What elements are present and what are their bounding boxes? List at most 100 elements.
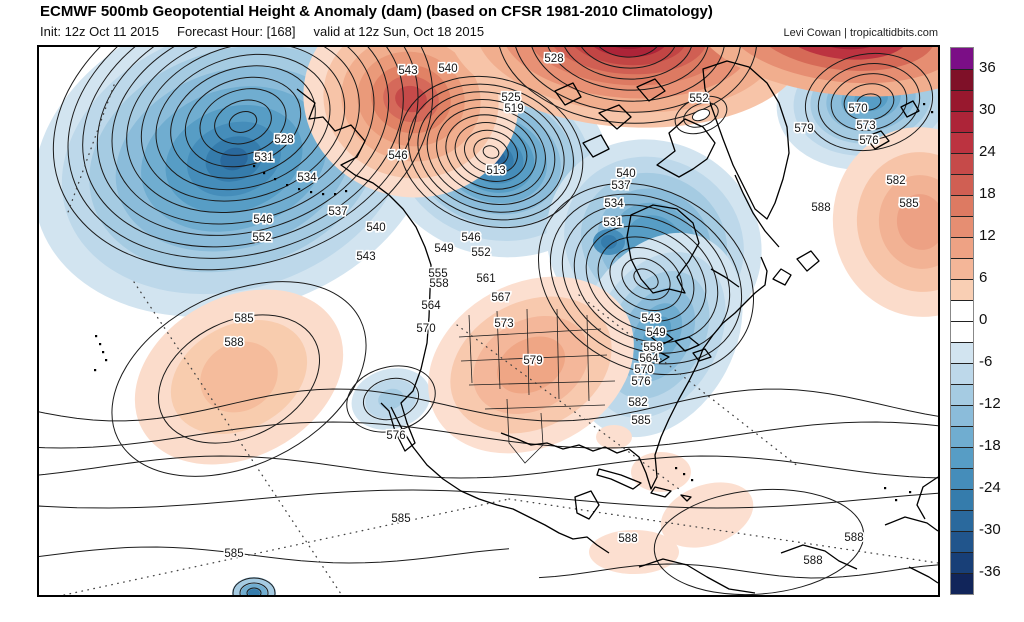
contour-ring: [239, 582, 269, 595]
weather-map: 543 5405285255195135465375405435285315345…: [39, 47, 938, 595]
colorbar-tick-label: -30: [979, 521, 1001, 538]
colorbar-cell: [951, 111, 973, 132]
contour-label: 558: [643, 342, 662, 354]
colorbar-cell: [951, 69, 973, 90]
colorbar-tick-label: 24: [979, 143, 996, 160]
island-dot: [253, 165, 256, 168]
coastline: [598, 104, 632, 130]
colorbar-tick-label: 18: [979, 185, 996, 202]
contour-ring: [473, 137, 509, 167]
contour-ring: [426, 99, 556, 205]
island-dot: [263, 172, 266, 175]
contour-label: 546: [461, 232, 480, 244]
island-dot: [94, 369, 97, 372]
contour-ring: [592, 47, 662, 58]
colorbar-tick-label: -24: [979, 479, 1001, 496]
island-dot: [895, 499, 898, 502]
contour-label: 573: [494, 318, 513, 330]
contour-label: 534: [604, 198, 624, 210]
colorbar-cell: [951, 279, 973, 300]
anomaly-band: [589, 530, 679, 574]
contour-label: 579: [794, 123, 813, 135]
colorbar-cell: [951, 426, 973, 447]
contour-label: 552: [252, 232, 271, 244]
contour-label: 549: [434, 243, 453, 255]
island-dot: [274, 178, 277, 181]
credit-text: Levi Cowan | tropicaltidbits.com: [783, 27, 938, 39]
colorbar-cell: [951, 90, 973, 111]
contour-label: 543: [398, 65, 417, 77]
coastline: [582, 134, 610, 158]
contour-label: 540: [616, 168, 635, 180]
island-dot: [310, 191, 313, 194]
contour-label: 582: [886, 175, 905, 187]
island-dot: [102, 351, 105, 354]
colorbar-cell: [951, 258, 973, 279]
colorbar-cell: [951, 195, 973, 216]
contour-ring: [560, 47, 694, 80]
anomaly-colorbar: [950, 47, 974, 595]
contour-ring: [408, 83, 574, 221]
contour-ring: [482, 145, 500, 159]
coastline: [692, 348, 712, 362]
contour-ring: [82, 47, 404, 248]
contour-label: 585: [899, 198, 918, 210]
colorbar-cell: [951, 174, 973, 195]
contour-label: 588: [803, 555, 822, 567]
contour-ring: [817, 63, 921, 141]
contour-ring: [576, 47, 678, 69]
contour-ring: [609, 247, 683, 311]
coastline: [650, 330, 674, 346]
contour-ring: [843, 83, 895, 121]
dotted-line: [578, 294, 800, 468]
contour-label: 564: [639, 353, 659, 365]
contour-ring: [246, 587, 262, 595]
contour-ring: [126, 47, 360, 214]
contour-label: 576: [859, 135, 878, 147]
contour-ring: [621, 257, 671, 301]
contour-line: [39, 455, 938, 479]
contour-label: 540: [438, 63, 457, 75]
coastline: [908, 566, 938, 584]
island-dot: [286, 184, 289, 187]
contour-label: 588: [224, 337, 243, 349]
map-frame: 543 540 528 525 519 513 546 537 540 543 528 531 534 5…: [37, 45, 940, 597]
state-border: [468, 380, 616, 386]
colorbar-tick-label: 30: [979, 101, 996, 118]
colorbar-cell: [951, 216, 973, 237]
colorbar-cell: [951, 384, 973, 405]
island-dot: [923, 103, 926, 106]
contour-label: 585: [224, 548, 243, 560]
colorbar-tick-label: 6: [979, 269, 988, 286]
island-dot: [334, 193, 337, 196]
contour-label: 588: [844, 532, 863, 544]
contour-label: 519: [504, 103, 523, 115]
colorbar-cell: [951, 321, 973, 342]
contour-label: 576: [631, 376, 650, 388]
colorbar-cell: [951, 153, 973, 174]
page-title: ECMWF 500mb Geopotential Height & Anomal…: [40, 3, 713, 20]
island-dot: [322, 193, 325, 196]
contour-label: 579: [523, 355, 542, 367]
graticule-dotted-lines: [63, 84, 938, 595]
contour-ring: [140, 47, 346, 202]
coastline: [702, 60, 790, 220]
contour-label: 543: [641, 313, 660, 325]
anomaly-band: [601, 235, 617, 249]
contour-ring: [67, 47, 419, 259]
anomaly-band: [248, 589, 260, 595]
coastline: [772, 268, 792, 286]
contour-line: [39, 421, 938, 449]
coastline: [656, 118, 716, 178]
coastline: [500, 256, 768, 490]
coastline: [674, 336, 700, 352]
anomaly-band: [220, 147, 248, 171]
coastline: [638, 558, 756, 594]
contour-label: 525: [501, 92, 520, 104]
contour-label: 570: [634, 364, 653, 376]
contour-label: 528: [544, 53, 563, 65]
contour-ring: [214, 99, 272, 145]
coastlines: [94, 60, 938, 594]
colorbar-cell: [951, 237, 973, 258]
colorbar-cell: [951, 132, 973, 153]
